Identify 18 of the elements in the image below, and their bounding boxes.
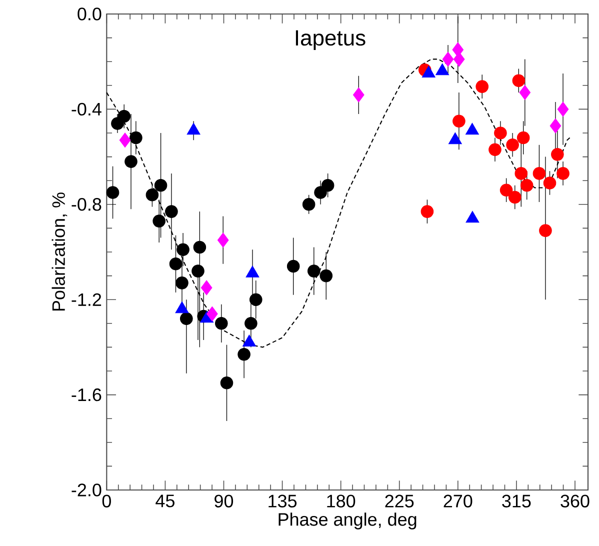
text: Iapetus	[296, 30, 366, 50]
y-axis-title: Polarization, %	[52, 192, 68, 311]
x-tick-label: 270	[444, 494, 472, 508]
y-tick-label: -1.6	[72, 388, 102, 402]
y-tick-label: -0.8	[72, 198, 102, 211]
y-tick-label: 0.0	[78, 8, 102, 20]
y-tick-label: -0.4	[72, 102, 102, 116]
x-tick-label: 0	[102, 494, 111, 508]
x-tick-label: 360	[560, 494, 590, 508]
y-tick-label: -2.0	[72, 484, 102, 496]
x-tick-label: 135	[268, 494, 297, 508]
x-tick-label: 90	[214, 494, 234, 508]
x-tick-label: 225	[385, 494, 414, 508]
x-tick-label: 180	[327, 494, 356, 508]
x-tick-label: 45	[156, 494, 174, 508]
x-axis-title: Phase angle, deg	[278, 512, 416, 530]
y-tick-label: -1.2	[72, 293, 102, 306]
x-tick-label: 315	[502, 494, 531, 508]
